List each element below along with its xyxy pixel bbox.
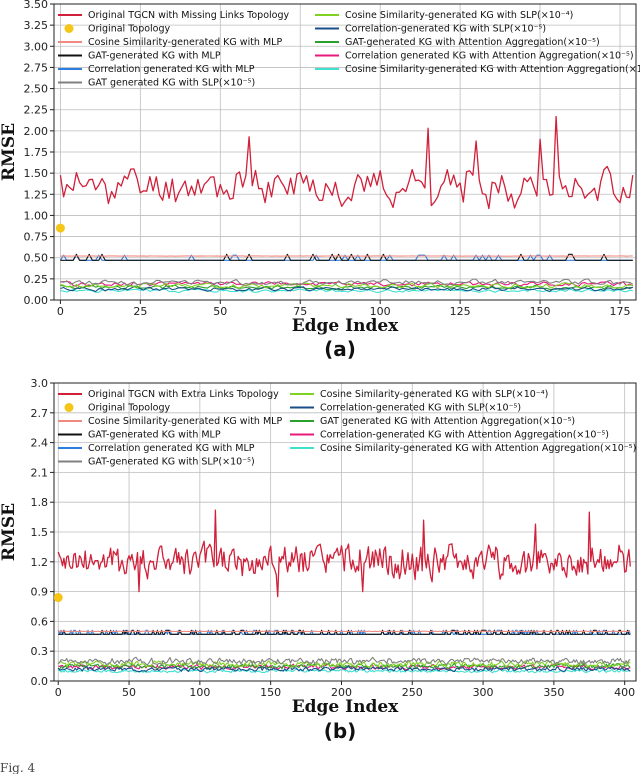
y-tick-label: 2.75 <box>24 61 49 74</box>
y-tick-label: 2.25 <box>24 104 49 117</box>
figure-footnote: Fig. 4 <box>0 761 35 774</box>
legend-label: Cosine Similarity-generated KG with MLP <box>88 416 282 427</box>
y-tick-label: 1.75 <box>24 146 49 159</box>
legend-label: GAT-generated KG with MLP <box>88 51 221 62</box>
legend-label: Correlation generated KG with Attention … <box>345 51 634 62</box>
legend-label: GAT-generated KG with Attention Aggregat… <box>345 37 600 48</box>
y-tick-label: 0.3 <box>31 645 49 658</box>
y-tick-label: 2.4 <box>31 437 49 450</box>
legend-label: Correlation-generated KG with SLP(×10⁻⁵) <box>320 403 521 414</box>
y-tick-label: 1.50 <box>24 167 49 180</box>
x-tick-label: 250 <box>402 686 423 699</box>
series-line-7 <box>57 665 631 673</box>
legend: Original TGCN with Missing Links Topolog… <box>58 10 640 89</box>
series-line-7 <box>60 286 633 293</box>
y-tick-label: 3.25 <box>24 19 49 32</box>
x-tick-label: 50 <box>213 305 227 318</box>
series-line-3 <box>60 253 633 261</box>
x-axis-label: Edge Index <box>292 697 399 717</box>
chart-panel-a: 0 25 50 75 100 125 150 175 0.00 0.25 0.50 0.75 1.00 1… <box>0 0 640 336</box>
x-tick-label: 300 <box>473 686 494 699</box>
legend-label: Cosine Similarity-generated KG with SLP(… <box>345 10 573 21</box>
y-tick-label: 2.00 <box>24 125 49 138</box>
series-line-0 <box>59 115 634 210</box>
legend-label: Cosine Similarity-generated KG with SLP(… <box>320 389 548 400</box>
legend-label: GAT generated KG with SLP(×10⁻⁵) <box>88 78 255 89</box>
x-tick-label: 50 <box>122 686 136 699</box>
legend-swatch <box>64 24 74 33</box>
y-tick-label: 0.00 <box>24 294 49 307</box>
y-tick-label: 0.50 <box>24 252 49 265</box>
legend-swatch <box>64 403 74 412</box>
y-tick-label: 1.5 <box>31 526 49 539</box>
y-tick-label: 0.9 <box>31 586 49 599</box>
legend-label: Original Topology <box>88 403 171 414</box>
x-axis-label: Edge Index <box>292 316 399 336</box>
y-tick-label: 3.00 <box>24 40 49 53</box>
legend-label: Cosine Similarity-generated KG with MLP <box>88 37 282 48</box>
legend-label: GAT-generated KG with MLP <box>88 430 221 441</box>
series-line-5 <box>60 278 634 286</box>
legend-label: Original TGCN with Extra Links Topology <box>88 389 279 400</box>
caption-b: (b) <box>324 719 357 743</box>
y-tick-label: 3.0 <box>31 377 49 390</box>
caption-a: (a) <box>324 337 356 361</box>
legend-label: Cosine Similarity-generated KG with Atte… <box>320 443 636 454</box>
series-line-0 <box>57 509 631 598</box>
x-tick-label: 0 <box>57 305 64 318</box>
x-tick-label: 400 <box>614 686 635 699</box>
x-tick-label: 25 <box>133 305 147 318</box>
legend-label: Original Topology <box>88 24 171 35</box>
x-tick-label: 0 <box>55 686 62 699</box>
y-tick-label: 0.25 <box>24 273 49 286</box>
x-tick-label: 175 <box>610 305 631 318</box>
series-line-8 <box>57 662 631 670</box>
x-tick-label: 125 <box>450 305 471 318</box>
y-tick-label: 0.75 <box>24 231 49 244</box>
y-tick-label: 2.50 <box>24 83 49 96</box>
series-point-original-topology <box>55 223 65 233</box>
series-line-6 <box>60 282 633 289</box>
y-tick-label: 0.0 <box>31 675 49 688</box>
x-tick-label: 100 <box>189 686 210 699</box>
legend: Original TGCN with Extra Links Topology O… <box>58 389 636 468</box>
plot-area <box>55 115 634 294</box>
x-tick-label: 75 <box>293 305 307 318</box>
legend-label: Cosine Similarity-generated KG with Atte… <box>345 64 640 75</box>
y-tick-label: 3.50 <box>24 0 49 11</box>
y-tick-label: 0.6 <box>31 615 49 628</box>
x-tick-label: 150 <box>530 305 551 318</box>
legend-label: Correlation generated KG with MLP <box>88 443 255 454</box>
y-tick-label: 1.8 <box>31 496 49 509</box>
series-line-10 <box>58 668 631 674</box>
x-tick-label: 150 <box>260 686 281 699</box>
legend-label: GAT generated KG with Attention Aggregat… <box>320 416 575 427</box>
x-tick-label: 100 <box>370 305 391 318</box>
y-axis-label: RMSE <box>0 123 19 181</box>
y-tick-label: 1.00 <box>24 209 49 222</box>
x-tick-label: 350 <box>543 686 564 699</box>
y-tick-label: 2.7 <box>31 407 49 420</box>
plot-area <box>54 509 631 674</box>
legend-label: Correlation-generated KG with SLP(×10⁻⁵) <box>345 24 546 35</box>
x-tick-label: 200 <box>331 686 352 699</box>
legend-label: Original TGCN with Missing Links Topolog… <box>88 10 289 21</box>
legend-label: Correlation generated KG with MLP <box>88 64 255 75</box>
series-line-5 <box>57 656 631 666</box>
y-tick-label: 2.1 <box>31 466 49 479</box>
legend-label: Correlation-generated KG with Attention … <box>320 430 609 441</box>
series-line-6 <box>57 660 631 669</box>
legend-label: GAT-generated KG with SLP(×10⁻⁵) <box>88 457 255 468</box>
series-line-10 <box>60 288 633 294</box>
y-axis-label: RMSE <box>0 503 19 561</box>
y-tick-label: 1.25 <box>24 188 49 201</box>
chart-panel-b: 0 50 100 150 200 250 300 350 400 0.0 0.3 0.6 0.9 1.2 1… <box>0 377 637 717</box>
y-tick-label: 1.2 <box>31 556 49 569</box>
series-point-original-topology <box>54 593 63 603</box>
